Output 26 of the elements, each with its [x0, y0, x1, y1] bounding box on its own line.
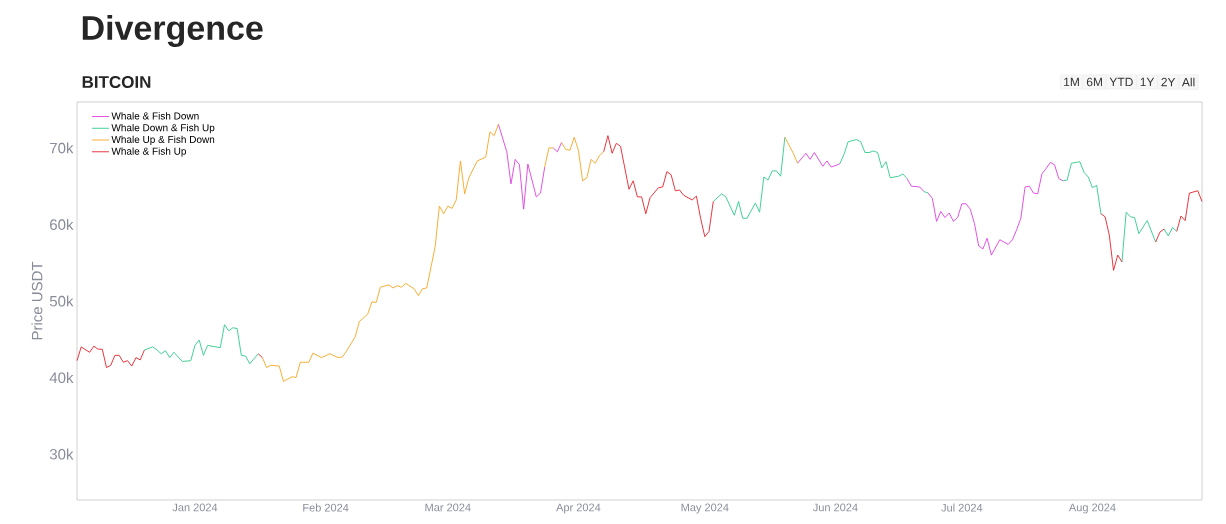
text: All: [1181, 77, 1195, 87]
x-tick-label: Apr 2024: [556, 503, 601, 514]
x-tick-label: Jul 2024: [941, 503, 983, 512]
text: 6M: [1086, 77, 1102, 87]
y-tick-label: 50k: [49, 295, 74, 307]
text: 2Y: [1161, 77, 1176, 87]
y-tick-label: 30k: [49, 448, 74, 460]
text: 1Y: [1140, 77, 1155, 87]
legend-label: Whale & Fish Down: [111, 112, 199, 120]
legend-label: Whale Up & Fish Down: [111, 135, 215, 145]
x-tick-label: Jan 2024: [172, 503, 218, 512]
y-tick-label: 60k: [50, 218, 74, 230]
y-axis-title: Price USDT: [31, 261, 43, 340]
chart-subtitle: BITCOIN: [82, 75, 151, 89]
legend-label: Whale & Fish Up: [111, 147, 187, 157]
x-tick-label: May 2024: [681, 503, 729, 514]
y-tick-label: 70k: [50, 142, 74, 154]
legend-label: Whale Down & Fish Up: [111, 123, 215, 134]
x-tick-label: Jun 2024: [812, 503, 858, 512]
text: 1M: [1064, 77, 1079, 87]
y-tick-label: 40k: [49, 372, 74, 384]
chart-title: Divergence: [82, 15, 263, 47]
x-tick-label: Aug 2024: [1068, 503, 1116, 514]
x-tick-label: Mar 2024: [425, 503, 471, 512]
x-tick-label: Feb 2024: [303, 503, 349, 512]
text: YTD: [1109, 77, 1133, 87]
